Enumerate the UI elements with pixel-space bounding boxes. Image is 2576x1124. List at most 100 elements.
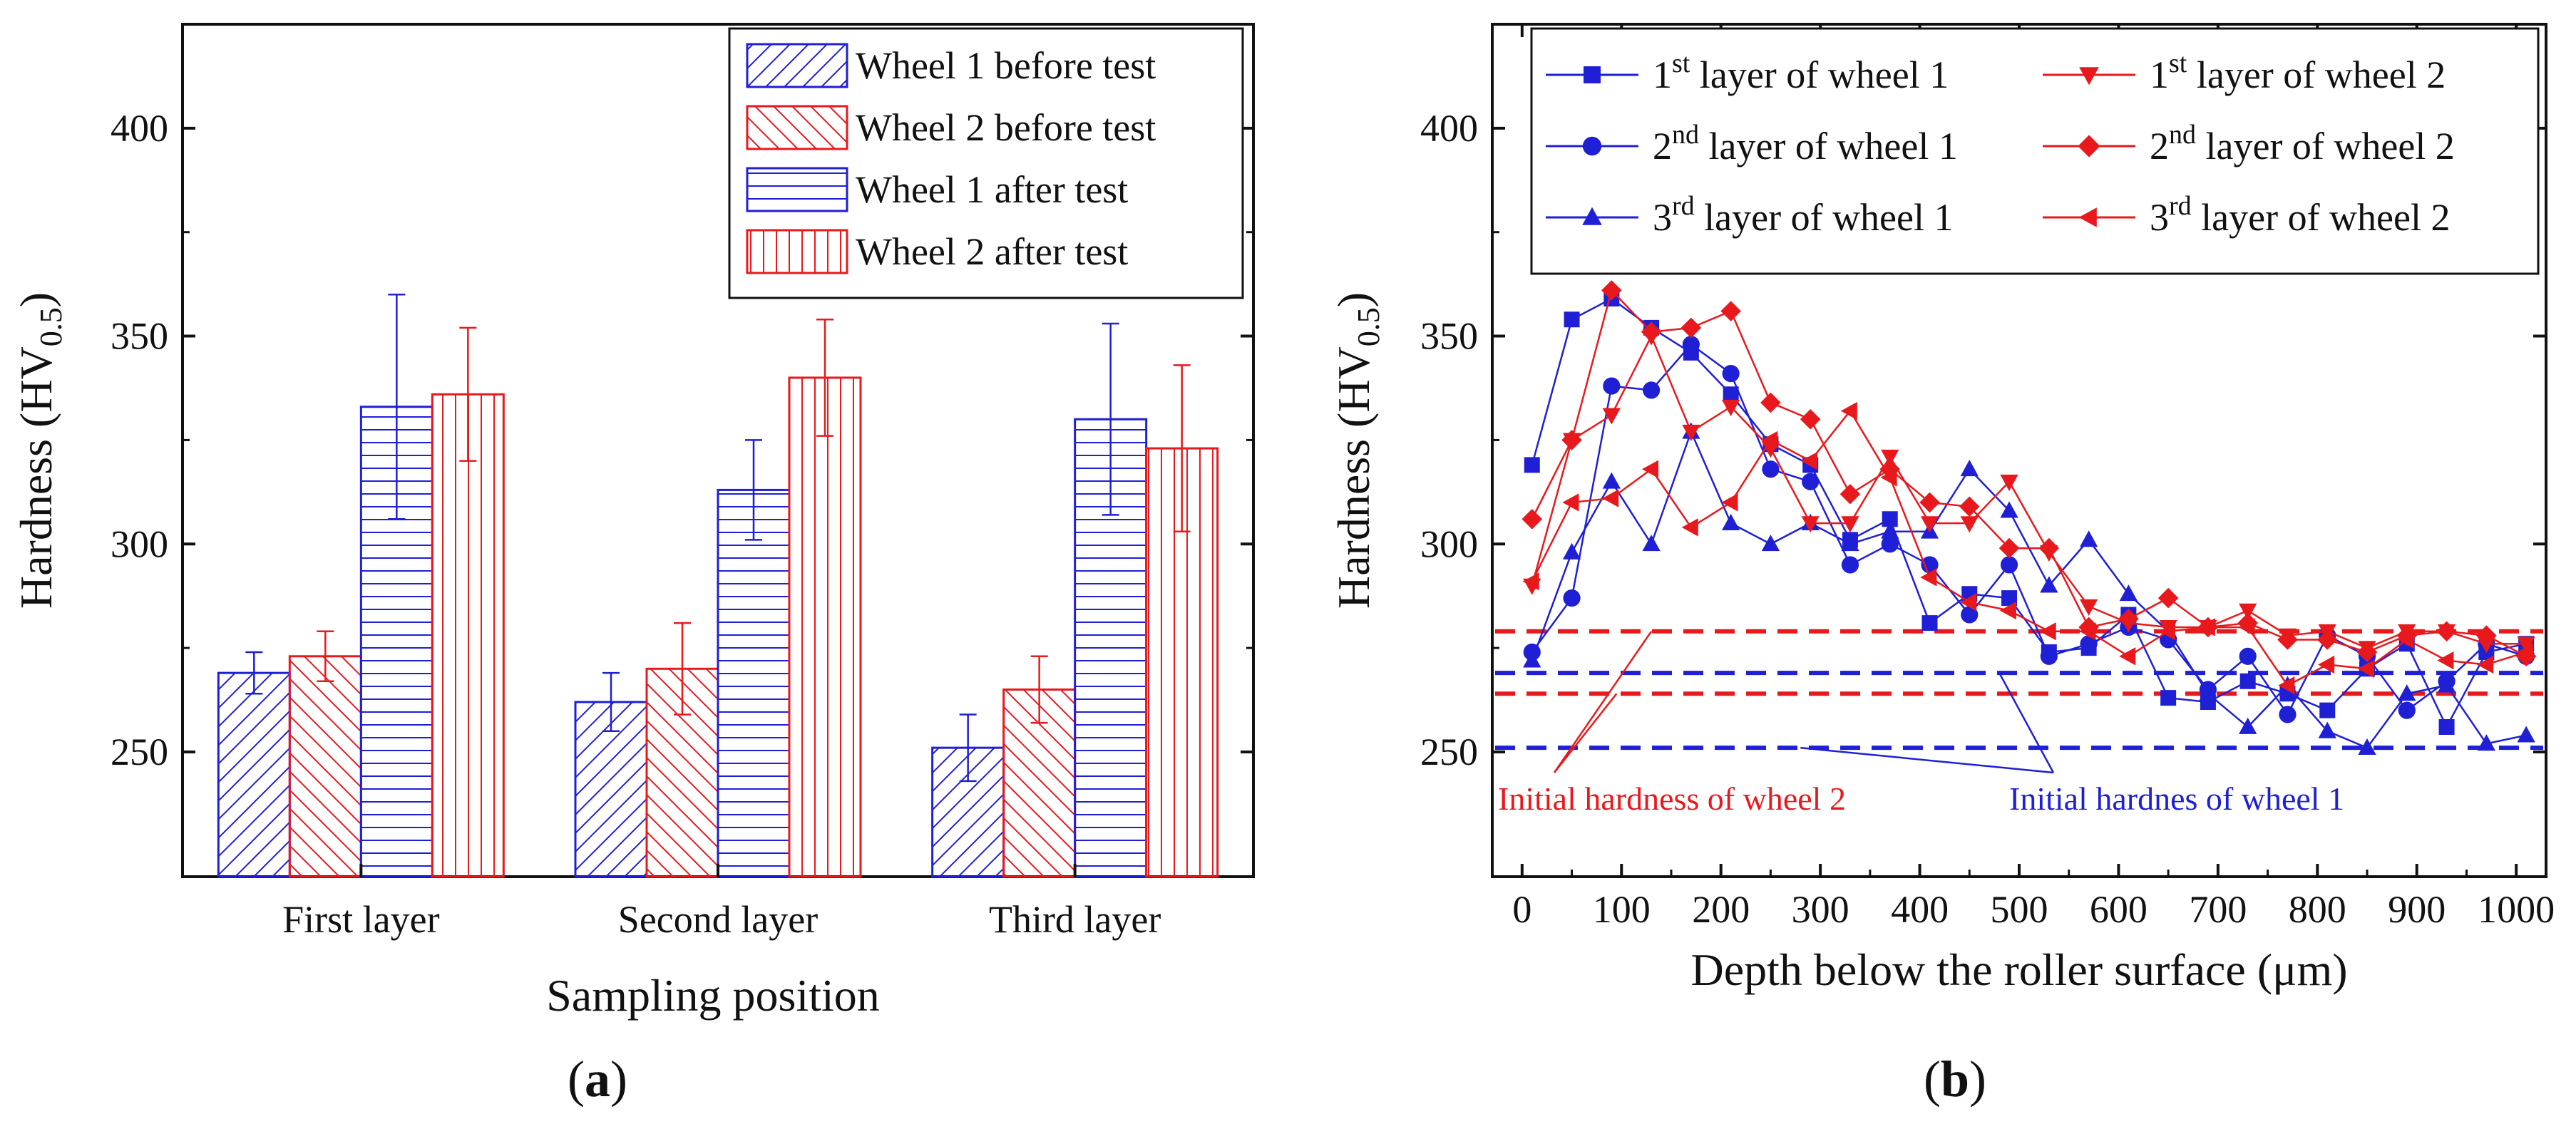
marker-triangle-up	[2517, 726, 2535, 743]
marker-triangle-left	[2078, 207, 2097, 227]
marker-circle	[1642, 381, 1661, 399]
marker-circle	[2080, 635, 2098, 653]
marker-diamond	[1959, 496, 1980, 517]
marker-triangle-up	[1562, 542, 1581, 560]
marker-diamond	[2118, 608, 2139, 629]
x-tick-label: 600	[2090, 888, 2147, 931]
marker-triangle-left	[2039, 622, 2056, 641]
legend-label: 2nd layer of wheel 2	[2150, 120, 2455, 167]
marker-triangle-left	[1761, 430, 1778, 450]
category-label: Third layer	[989, 898, 1161, 941]
marker-triangle-up	[1960, 460, 1979, 477]
y-tick-label: 300	[1420, 522, 1478, 565]
bar	[717, 488, 791, 878]
marker-triangle-up	[2358, 738, 2376, 756]
legend-label: 3rd layer of wheel 1	[1653, 191, 1954, 239]
marker-circle	[2398, 701, 2416, 719]
marker-triangle-left	[2318, 655, 2335, 674]
category-label: First layer	[282, 898, 439, 941]
marker-diamond	[2476, 625, 2497, 646]
marker-circle	[1881, 535, 1899, 553]
x-tick-label: 400	[1891, 888, 1949, 931]
y-tick-label: 400	[111, 107, 168, 150]
marker-triangle-up	[2239, 717, 2257, 734]
category-labels: First layer Second layer Third layer	[282, 864, 1161, 941]
x-tick-label: 700	[2189, 888, 2247, 931]
marker-triangle-left	[1960, 593, 1977, 612]
marker-triangle-left	[2079, 622, 2096, 641]
legend-label: Wheel 2 after test	[856, 230, 1128, 273]
x-axis-label-b: Depth below the roller surface (μm)	[1690, 944, 2347, 995]
marker-square	[1921, 615, 1938, 631]
series-lines	[1522, 280, 2537, 756]
bar	[788, 376, 862, 878]
marker-triangle-left	[1999, 601, 2016, 620]
marker-triangle-left	[2278, 676, 2295, 695]
marker-diamond	[1522, 508, 1543, 530]
legend-label: Wheel 2 before test	[856, 106, 1156, 149]
y-tick-label: 300	[111, 522, 168, 565]
marker-diamond	[1760, 392, 1781, 413]
series-line	[1531, 288, 2527, 657]
marker-diamond	[2038, 537, 2060, 559]
marker-circle	[2040, 647, 2058, 665]
x-tick-label: 100	[1593, 888, 1651, 931]
reference-lines	[1495, 629, 2543, 751]
marker-square	[2001, 590, 2018, 607]
marker-circle	[2239, 647, 2257, 665]
marker-triangle-up	[1841, 535, 1859, 552]
legend-swatch	[746, 229, 848, 274]
marker-triangle-left	[2357, 659, 2374, 678]
legend-label: Wheel 1 after test	[856, 168, 1128, 211]
marker-triangle-up	[2437, 676, 2456, 693]
marker-diamond	[2436, 621, 2457, 642]
marker-square	[2160, 690, 2177, 706]
marker-triangle-left	[2437, 651, 2454, 670]
x-tick-label: 500	[1991, 888, 2048, 931]
marker-triangle-down	[2079, 599, 2098, 616]
marker-square	[1723, 386, 1739, 403]
marker-triangle-left	[2119, 647, 2136, 666]
marker-triangle-down	[1881, 449, 1899, 466]
marker-square	[2319, 702, 2336, 718]
legend-label: 2nd layer of wheel 1	[1653, 120, 1958, 167]
marker-circle	[1841, 556, 1859, 574]
bar	[288, 655, 362, 878]
marker-triangle-down	[1841, 516, 1859, 533]
marker-triangle-down	[1960, 516, 1979, 533]
marker-triangle-up	[1721, 513, 1740, 530]
x-tick-label: 200	[1692, 888, 1750, 931]
bar	[217, 671, 291, 878]
marker-triangle-down	[1920, 516, 1939, 533]
marker-triangle-left	[1562, 493, 1579, 512]
marker-triangle-left	[1681, 518, 1698, 537]
marker-diamond	[2277, 629, 2298, 650]
annotation-pointer	[1553, 631, 1653, 773]
marker-triangle-left	[2158, 622, 2176, 641]
marker-triangle-down	[1682, 424, 1700, 441]
y-tick-label: 250	[111, 731, 168, 773]
marker-circle	[1682, 336, 1700, 354]
marker-circle	[1802, 473, 1820, 490]
marker-circle	[1582, 136, 1602, 156]
marker-triangle-left	[1880, 468, 1897, 487]
marker-diamond	[1839, 483, 1861, 505]
series-line	[1531, 429, 2527, 749]
marker-diamond	[1998, 537, 2020, 559]
legend-label: 1st layer of wheel 1	[1653, 48, 1949, 96]
marker-triangle-up	[1523, 651, 1541, 668]
marker-triangle-left	[1522, 572, 1539, 591]
marker-circle	[1722, 364, 1740, 383]
annotation-pointer	[1998, 672, 2055, 773]
marker-circle	[2000, 556, 2018, 574]
y-tick-label: 400	[1420, 107, 1478, 150]
marker-square	[1584, 66, 1601, 83]
category-label: Second layer	[618, 898, 818, 941]
bar-chart-panel: 250 300 350 400 First layer Second layer Thir…	[11, 23, 1255, 1108]
line-chart-panel: 250 300 350 400 0 100 200 300 400 500 600 700 800 900…	[1328, 23, 2555, 1108]
marker-triangle-up	[1602, 472, 1621, 489]
marker-triangle-up	[2477, 734, 2495, 751]
axis-ticks-b: 250 300 350 400 0 100 200 300 400 500 600 700 800 900…	[1420, 24, 2555, 931]
bar	[431, 393, 505, 878]
